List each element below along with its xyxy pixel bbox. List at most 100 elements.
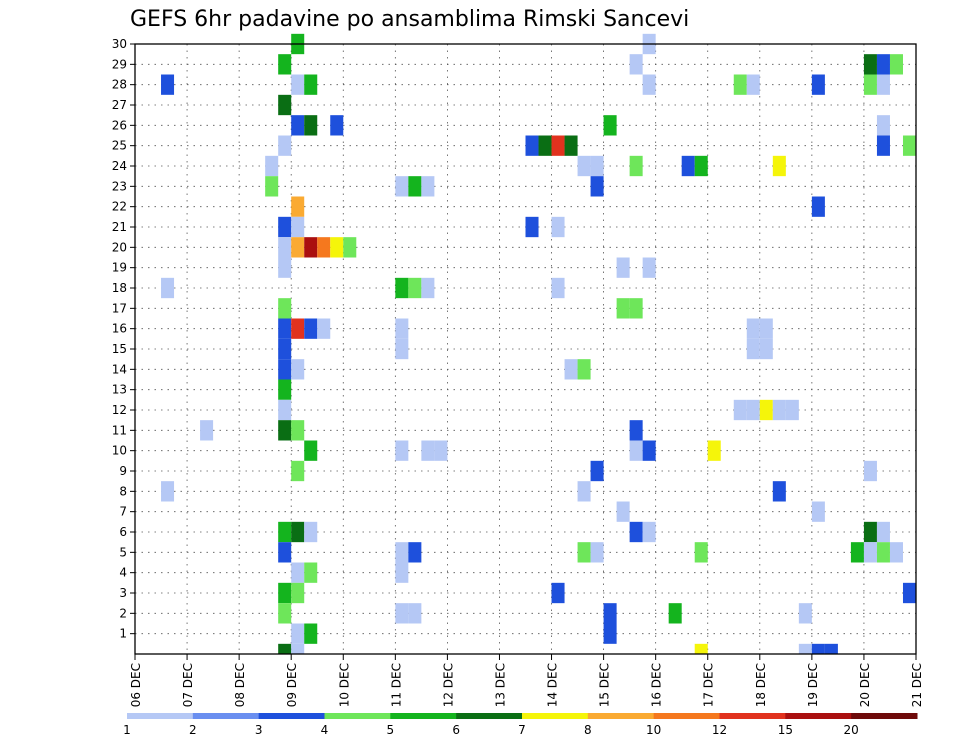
heatmap-cell [876, 521, 890, 543]
heatmap-cell [876, 74, 890, 95]
x-tick-label: 14 DEC [546, 663, 560, 707]
y-tick-label: 6 [119, 525, 127, 539]
x-tick-label: 21 DEC [910, 663, 924, 707]
colorbar-label: 2 [189, 723, 197, 737]
y-tick-label: 11 [112, 423, 127, 437]
heatmap-cell [278, 521, 292, 543]
heatmap-cell [278, 257, 292, 278]
heatmap-cell [265, 176, 279, 197]
heatmap-cell [863, 521, 877, 543]
heatmap-cell [291, 562, 305, 583]
heatmap-cell [616, 501, 630, 522]
heatmap-cell [902, 135, 916, 156]
heatmap-cell [746, 318, 760, 339]
heatmap-cell [278, 216, 292, 238]
colorbar-label: 20 [844, 723, 859, 737]
colorbar-label: 12 [712, 723, 727, 737]
heatmap-cell [811, 643, 825, 654]
heatmap-cell [161, 74, 175, 95]
heatmap-cell [304, 115, 318, 136]
heatmap-cell [291, 623, 305, 644]
heatmap-cell [629, 420, 643, 441]
y-tick-label: 1 [119, 627, 127, 641]
heatmap-cell [395, 603, 409, 624]
heatmap-cell [395, 318, 409, 339]
heatmap-cell [278, 54, 292, 75]
colorbar-swatch [127, 713, 194, 719]
colorbar-label: 5 [387, 723, 395, 737]
y-tick-label: 9 [119, 464, 127, 478]
y-tick-label: 19 [112, 261, 127, 275]
x-tick-label: 17 DEC [702, 663, 716, 707]
heatmap-cell [304, 521, 318, 543]
heatmap-cell [772, 399, 786, 421]
heatmap-cell [577, 542, 591, 563]
colorbar-label: 8 [584, 723, 592, 737]
colorbar-label: 4 [321, 723, 329, 737]
heatmap-cell [681, 155, 695, 177]
heatmap-cell [395, 277, 409, 299]
heatmap-cell [603, 623, 617, 644]
colorbar-swatch [456, 713, 523, 719]
heatmap-cell [811, 74, 825, 95]
y-tick-label: 10 [112, 444, 127, 458]
heatmap-cell [525, 135, 539, 156]
heatmap-cell [330, 115, 344, 136]
heatmap-cell [668, 603, 682, 624]
heatmap-cell [278, 582, 292, 604]
colorbar-label: 15 [778, 723, 793, 737]
y-tick-label: 21 [112, 220, 127, 234]
heatmap-cell [395, 176, 409, 197]
heatmap-cell [551, 135, 565, 156]
heatmap-cell [759, 338, 773, 360]
heatmap-cell [304, 74, 318, 95]
heatmap-cell [642, 440, 656, 461]
heatmap-cell [317, 237, 331, 258]
y-tick-label: 27 [112, 98, 127, 112]
y-tick-label: 23 [112, 179, 127, 193]
heatmap-cell [291, 216, 305, 238]
colorbar-swatch [587, 713, 655, 719]
heatmap-cell [772, 481, 786, 502]
heatmap-cell [291, 318, 305, 339]
heatmap-cell [291, 196, 305, 217]
y-tick-label: 4 [119, 566, 127, 580]
colorbar: 1 2 3 4 5 6 7 8 10 12 15 20 [123, 713, 918, 737]
heatmap-cell [798, 643, 812, 654]
colorbar-swatch [324, 713, 391, 719]
heatmap-cell [291, 643, 305, 654]
y-tick-label: 28 [112, 78, 127, 92]
y-tick-label: 16 [112, 322, 127, 336]
heatmap-cell [278, 420, 292, 441]
x-tick-label: 09 DEC [285, 663, 299, 707]
heatmap-cell [278, 359, 292, 380]
heatmap-cell [278, 542, 292, 563]
colorbar-swatch [390, 713, 457, 719]
colorbar-swatch [653, 713, 720, 719]
y-tick-label: 14 [112, 362, 127, 376]
colorbar-swatch [785, 713, 852, 719]
heatmap-cell [876, 115, 890, 136]
heatmap-cell [395, 338, 409, 360]
heatmap-cell [824, 643, 838, 654]
y-axis-ticks: 1234567891011121314151617181920212223242… [112, 37, 135, 641]
heatmap-cell [265, 155, 279, 177]
colorbar-label: 3 [255, 723, 263, 737]
heatmap-cell [889, 542, 903, 563]
heatmap-cell [291, 74, 305, 95]
heatmap-cell [798, 603, 812, 624]
heatmap-cell [590, 542, 604, 563]
x-tick-label: 18 DEC [754, 663, 768, 707]
heatmap-cell [590, 176, 604, 197]
heatmap-cell [746, 399, 760, 421]
heatmap-cell [694, 155, 708, 177]
heatmap-cell [629, 440, 643, 461]
heatmap-cell [759, 399, 773, 421]
heatmap-cell [408, 277, 422, 299]
y-tick-label: 7 [119, 505, 127, 519]
heatmap-cell [772, 155, 786, 177]
y-tick-label: 29 [112, 57, 127, 71]
heatmap-cell [577, 481, 591, 502]
heatmap-cell [304, 623, 318, 644]
